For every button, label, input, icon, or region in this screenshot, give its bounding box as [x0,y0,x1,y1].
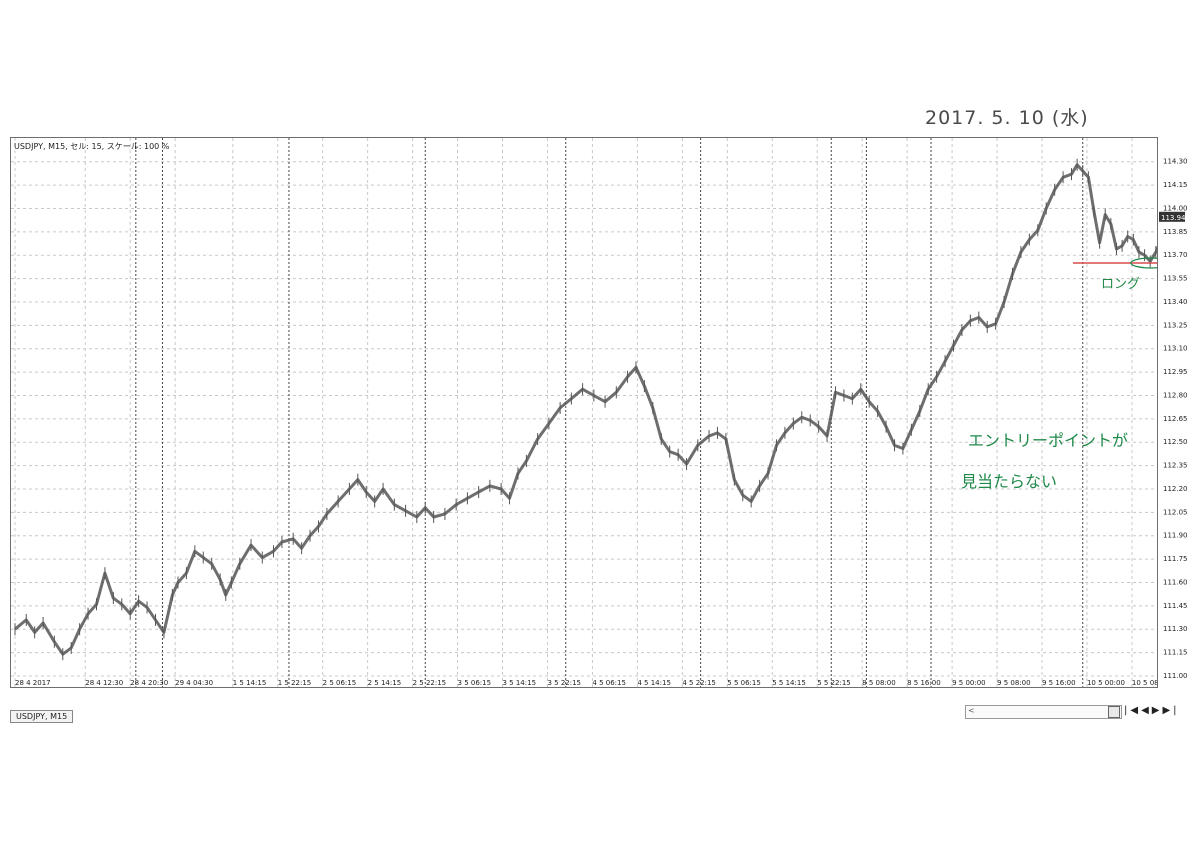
scroll-right-icon[interactable]: ▶ [1151,705,1163,716]
x-tick-label: 1 5 22:15 [278,679,312,687]
price-chart[interactable]: 28 4 2017 28 4 12:30 28 4 20:30 29 4 04:30 1… [11,138,1157,687]
x-tick-label: 9 5 16:00 [1042,679,1076,687]
y-tick-label: 114.00 [1163,204,1188,212]
y-tick-label: 113.10 [1163,345,1188,353]
y-tick-label: 111.30 [1163,625,1188,633]
y-tick-label: 113.40 [1163,298,1188,306]
scroll-to-end-icon[interactable]: ▶| [1162,705,1180,716]
x-tick-label: 2 5 14:15 [368,679,402,687]
tab-usdjpy-m15[interactable]: USDJPY, M15 [10,710,74,723]
handwritten-date: 2017. 5. 10 (水) [925,107,1089,129]
x-tick-label: 5 5 06:15 [727,679,761,687]
y-tick-label: 111.60 [1163,578,1188,586]
x-tick-label: 10 5 00:00 [1087,679,1125,687]
chart-tab-bar: USDJPY, M15 [10,704,74,723]
current-price-box [1159,211,1185,222]
x-tick-label: 5 5 22:15 [817,679,851,687]
handwritten-note-line-1: エントリーポイントが [968,431,1129,450]
x-tick-label: 2 5 06:15 [323,679,357,687]
y-tick-label: 113.55 [1163,275,1188,283]
scroll-left-arrow-icon[interactable]: < [968,706,975,715]
x-tick-label: 3 5 14:15 [503,679,537,687]
x-tick-label: 10 5 08:00 [1132,679,1157,687]
x-tick-label: 29 4 04:30 [175,679,213,687]
scroll-thumb[interactable] [1108,706,1120,718]
scroll-left-icon[interactable]: ◀ [1141,705,1152,716]
x-tick-label: 8 5 08:00 [862,679,896,687]
chart-frame[interactable]: 28 4 2017 28 4 12:30 28 4 20:30 29 4 04:30 1… [10,137,1158,688]
y-tick-label: 112.50 [1163,438,1188,446]
y-tick-label: 113.70 [1163,251,1188,259]
y-tick-label: 112.20 [1163,485,1188,493]
y-tick-label: 113.25 [1163,321,1188,329]
handwritten-long-label: ロング [1101,277,1141,292]
green-circle-mark [1130,257,1157,269]
x-tick-label: 1 5 14:15 [233,679,267,687]
x-tick-label: 3 5 06:15 [458,679,492,687]
y-tick-label: 112.65 [1163,415,1188,423]
y-tick-label: 112.35 [1163,462,1188,470]
price-series [14,163,1157,656]
x-tick-label: 28 4 2017 [15,679,51,687]
y-tick-label: 114.15 [1163,181,1188,189]
x-tick-label: 9 5 08:00 [997,679,1031,687]
x-tick-label: 9 5 00:00 [952,679,986,687]
y-tick-label: 112.05 [1163,508,1188,516]
x-tick-label: 8 5 16:00 [907,679,941,687]
x-tick-label: 2 5 22:15 [413,679,447,687]
chart-navigation: |◀◀▶▶| [1124,705,1180,716]
handwritten-note-line-2: 見当たらない [961,472,1058,491]
x-tick-label: 4 5 22:15 [682,679,716,687]
x-tick-label: 4 5 06:15 [592,679,626,687]
y-tick-label: 113.85 [1163,228,1188,236]
y-tick-label: 112.95 [1163,368,1188,376]
x-tick-label: 5 5 14:15 [772,679,806,687]
y-tick-label: 111.45 [1163,602,1188,610]
y-tick-label: 111.90 [1163,532,1188,540]
x-tick-label: 28 4 12:30 [85,679,123,687]
symbol-info-header: USDJPY, M15, セル: 15, スケール: 100 % [14,142,170,151]
x-tick-label: 28 4 20:30 [130,679,168,687]
horizontal-scrollbar[interactable] [965,705,1122,719]
x-tick-label: 3 5 22:15 [547,679,581,687]
y-tick-label: 111.00 [1163,672,1188,680]
y-tick-label: 111.75 [1163,555,1188,563]
y-tick-label: 112.80 [1163,391,1188,399]
y-tick-label: 111.15 [1163,649,1188,657]
y-tick-label: 114.30 [1163,158,1188,166]
price-axis: 111.00 111.15 111.30 111.45 111.60 111.75 111.… [1159,158,1188,680]
x-tick-label: 4 5 14:15 [637,679,671,687]
current-price-label: 113.94 [1161,214,1186,222]
scroll-to-start-icon[interactable]: |◀ [1124,705,1142,716]
